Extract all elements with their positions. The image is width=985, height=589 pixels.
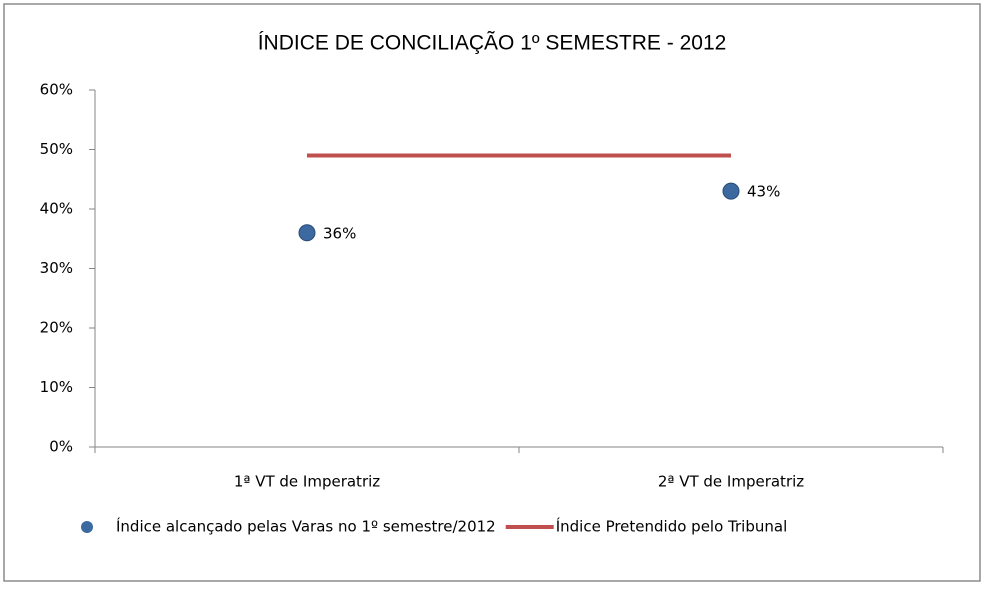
x-tick-label: 2ª VT de Imperatriz [658, 473, 804, 491]
y-tick-label: 60% [40, 81, 73, 99]
data-label: 43% [747, 183, 780, 201]
y-tick-label: 40% [40, 200, 73, 218]
y-tick-label: 50% [40, 140, 73, 158]
y-tick-label: 30% [40, 259, 73, 277]
legend-marker [81, 521, 93, 533]
y-tick-label: 20% [40, 319, 73, 337]
legend-label: Índice Pretendido pelo Tribunal [556, 517, 788, 536]
y-tick-label: 0% [49, 438, 73, 456]
y-tick-label: 10% [40, 378, 73, 396]
point [298, 224, 316, 242]
x-tick-label: 1ª VT de Imperatriz [234, 473, 380, 491]
legend-label: Índice alcançado pelas Varas no 1º semes… [116, 517, 496, 536]
chart-title: ÍNDICE DE CONCILIAÇÃO 1º SEMESTRE - 2012 [258, 31, 727, 55]
data-label: 36% [323, 224, 356, 242]
chart-frame [3, 3, 981, 582]
point [722, 182, 740, 200]
